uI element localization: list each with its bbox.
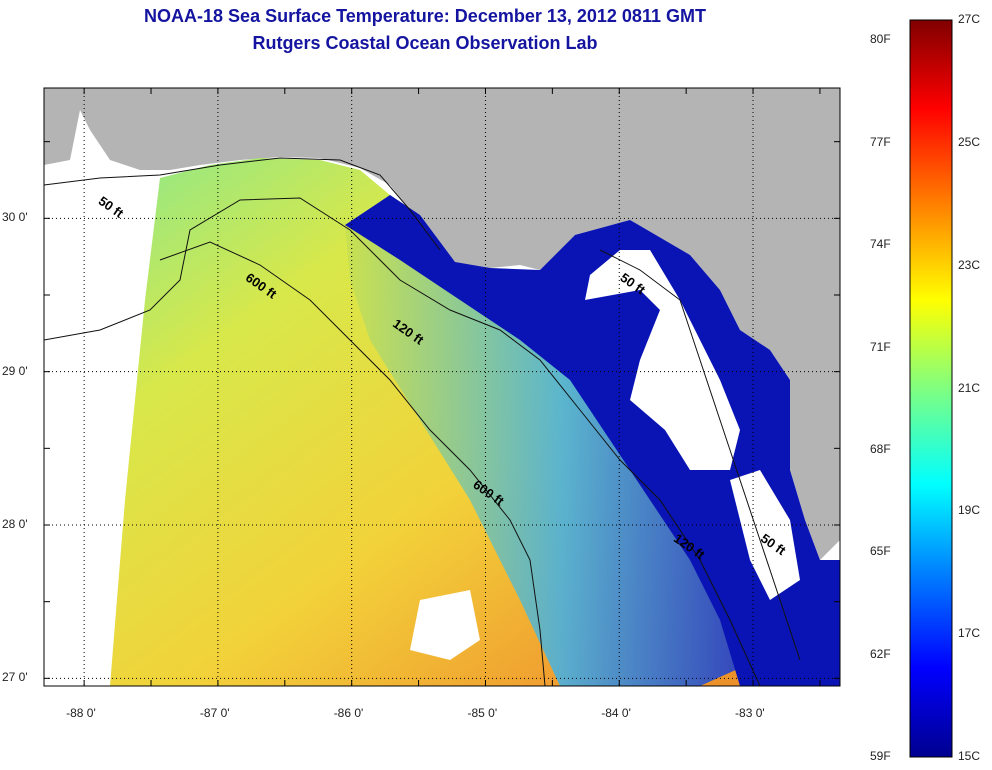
no-data-patch: [585, 250, 740, 470]
latitude-label: 27 0': [2, 670, 28, 685]
colorbar-fahrenheit-label: 77F: [870, 134, 891, 149]
isobath-50ft-west: [44, 157, 441, 251]
colorbar-celsius-label: 25C: [958, 134, 981, 149]
chart-title: NOAA-18 Sea Surface Temperature: Decembe…: [144, 6, 706, 26]
latitude-label: 28 0': [2, 517, 28, 531]
colorbar-celsius-label: 19C: [958, 503, 981, 518]
colorbar-fahrenheit-label: 71F: [870, 339, 891, 354]
latitude-label: 30 0': [2, 210, 28, 225]
colorbar-fahrenheit-label: 65F: [870, 544, 891, 559]
longitude-label: -86 0': [333, 706, 364, 720]
colorbar-fahrenheit-label: 74F: [870, 237, 891, 252]
isobath-120ft: [44, 197, 761, 686]
cold-coastal-water: [345, 195, 840, 686]
isobath-50ft-east: [599, 249, 801, 661]
colorbar-celsius-label: 23C: [958, 257, 981, 272]
longitude-label: -83 0': [735, 706, 765, 720]
colorbar-celsius-label: 27C: [958, 12, 981, 26]
colorbar: [909, 19, 953, 758]
colorbar-celsius-label: 21C: [958, 380, 981, 395]
longitude-label: -85 0': [467, 706, 498, 720]
map-frame: [43, 87, 841, 687]
sst-gradient-zone: [345, 225, 780, 686]
longitude-label: -87 0': [199, 706, 230, 720]
land-mass: [44, 88, 840, 560]
longitude-label: -88 0': [66, 706, 96, 720]
colorbar-fahrenheit-label: 59F: [870, 749, 891, 763]
colorbar-fahrenheit-label: 80F: [870, 32, 891, 47]
isobath-600ft: [159, 241, 546, 686]
colorbar-fahrenheit-label: 62F: [870, 646, 891, 661]
colorbar-celsius-label: 15C: [958, 749, 981, 763]
colorbar-fahrenheit-label: 68F: [870, 441, 891, 456]
no-data-patch-south: [410, 590, 480, 660]
latitude-label: 29 0': [2, 363, 28, 378]
longitude-label: -84 0': [601, 706, 631, 720]
chart-subtitle: Rutgers Coastal Ocean Observation Lab: [252, 33, 598, 53]
colorbar-celsius-label: 17C: [958, 626, 981, 641]
